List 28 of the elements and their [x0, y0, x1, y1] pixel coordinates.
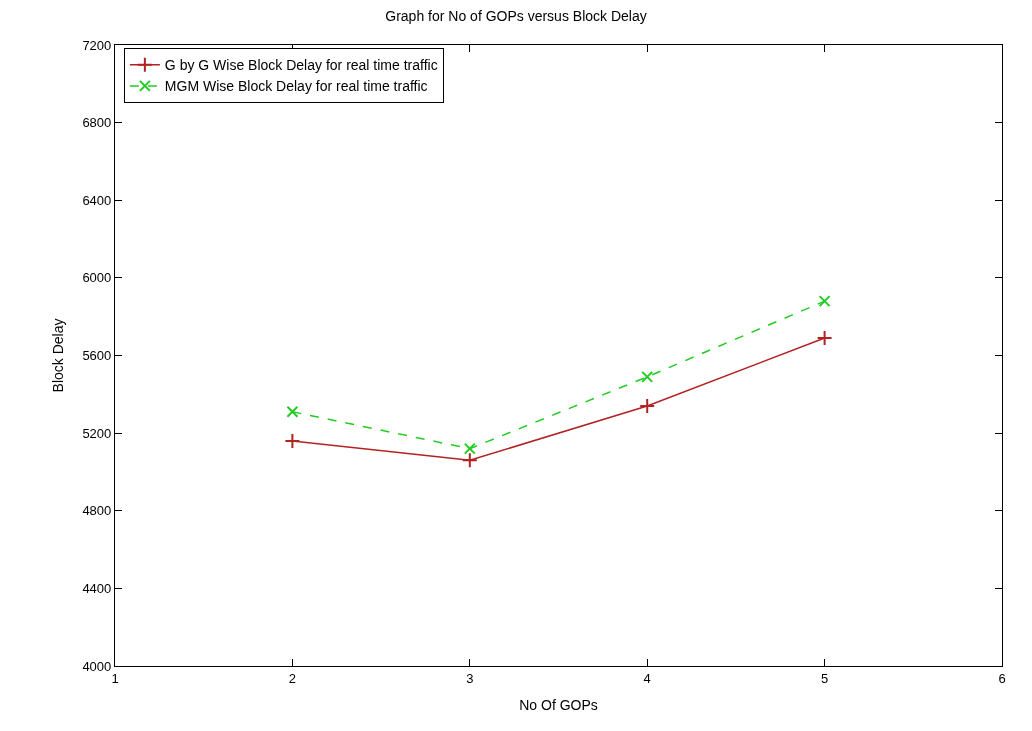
y-tick-label: 5200: [82, 425, 112, 441]
point: [818, 295, 831, 308]
point: [639, 397, 656, 414]
point: [284, 432, 301, 449]
legend-label: MGM Wise Block Delay for real time traffic: [164, 78, 428, 95]
legend-label: G by G Wise Block Delay for real time traffic: [164, 57, 438, 74]
point: [816, 330, 833, 347]
x-tick-label: 6: [998, 670, 1006, 686]
point: [286, 405, 299, 418]
y-tick-label: 6400: [82, 192, 112, 208]
y-axis-title: Block Delay: [49, 318, 66, 393]
x-tick-label: 1: [111, 670, 119, 686]
y-tick-label: 4000: [82, 658, 112, 674]
y-tick-label: 6800: [82, 115, 112, 131]
point: [463, 442, 476, 455]
y-tick-label: 6000: [82, 270, 112, 286]
y-tick-label: 4400: [82, 580, 112, 596]
chart-title: Graph for No of GOPs versus Block Delay: [385, 7, 647, 24]
y-tick-label: 4800: [82, 503, 112, 519]
y-tick-label: 7200: [82, 37, 112, 53]
point: [461, 452, 478, 469]
x-tick-label: 5: [820, 670, 829, 686]
x-tick-label: 3: [466, 670, 474, 686]
y-tick-label: 5600: [82, 348, 112, 364]
x-axis-title: No Of GOPs: [519, 697, 598, 713]
point: [641, 370, 654, 383]
x-tick-label: 2: [288, 670, 297, 686]
x-tick-label: 4: [643, 670, 651, 686]
